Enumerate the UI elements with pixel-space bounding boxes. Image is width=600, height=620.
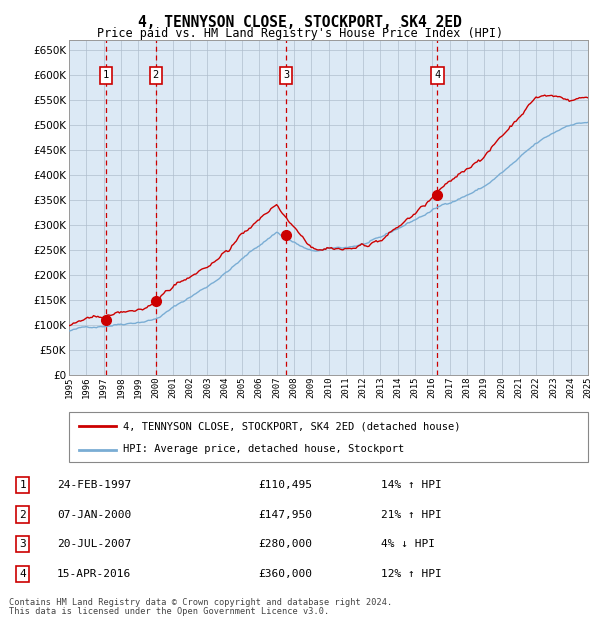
Text: This data is licensed under the Open Government Licence v3.0.: This data is licensed under the Open Gov… [9,608,329,616]
Text: 14% ↑ HPI: 14% ↑ HPI [381,480,442,490]
Text: £147,950: £147,950 [258,510,312,520]
Text: 15-APR-2016: 15-APR-2016 [57,569,131,579]
Text: Contains HM Land Registry data © Crown copyright and database right 2024.: Contains HM Land Registry data © Crown c… [9,598,392,607]
Text: 3: 3 [19,539,26,549]
Text: 3: 3 [283,71,289,81]
Text: 20-JUL-2007: 20-JUL-2007 [57,539,131,549]
Text: 21% ↑ HPI: 21% ↑ HPI [381,510,442,520]
Text: 24-FEB-1997: 24-FEB-1997 [57,480,131,490]
Text: 1: 1 [103,71,109,81]
Text: 4: 4 [19,569,26,579]
Text: HPI: Average price, detached house, Stockport: HPI: Average price, detached house, Stoc… [124,445,405,454]
Text: 12% ↑ HPI: 12% ↑ HPI [381,569,442,579]
Text: 1: 1 [19,480,26,490]
Text: 4: 4 [434,71,440,81]
Text: £280,000: £280,000 [258,539,312,549]
Text: 4, TENNYSON CLOSE, STOCKPORT, SK4 2ED (detached house): 4, TENNYSON CLOSE, STOCKPORT, SK4 2ED (d… [124,421,461,431]
Text: £110,495: £110,495 [258,480,312,490]
Text: 4% ↓ HPI: 4% ↓ HPI [381,539,435,549]
Text: 2: 2 [153,71,159,81]
Text: 2: 2 [19,510,26,520]
Text: £360,000: £360,000 [258,569,312,579]
Text: 07-JAN-2000: 07-JAN-2000 [57,510,131,520]
Text: Price paid vs. HM Land Registry's House Price Index (HPI): Price paid vs. HM Land Registry's House … [97,27,503,40]
Text: 4, TENNYSON CLOSE, STOCKPORT, SK4 2ED: 4, TENNYSON CLOSE, STOCKPORT, SK4 2ED [138,15,462,30]
